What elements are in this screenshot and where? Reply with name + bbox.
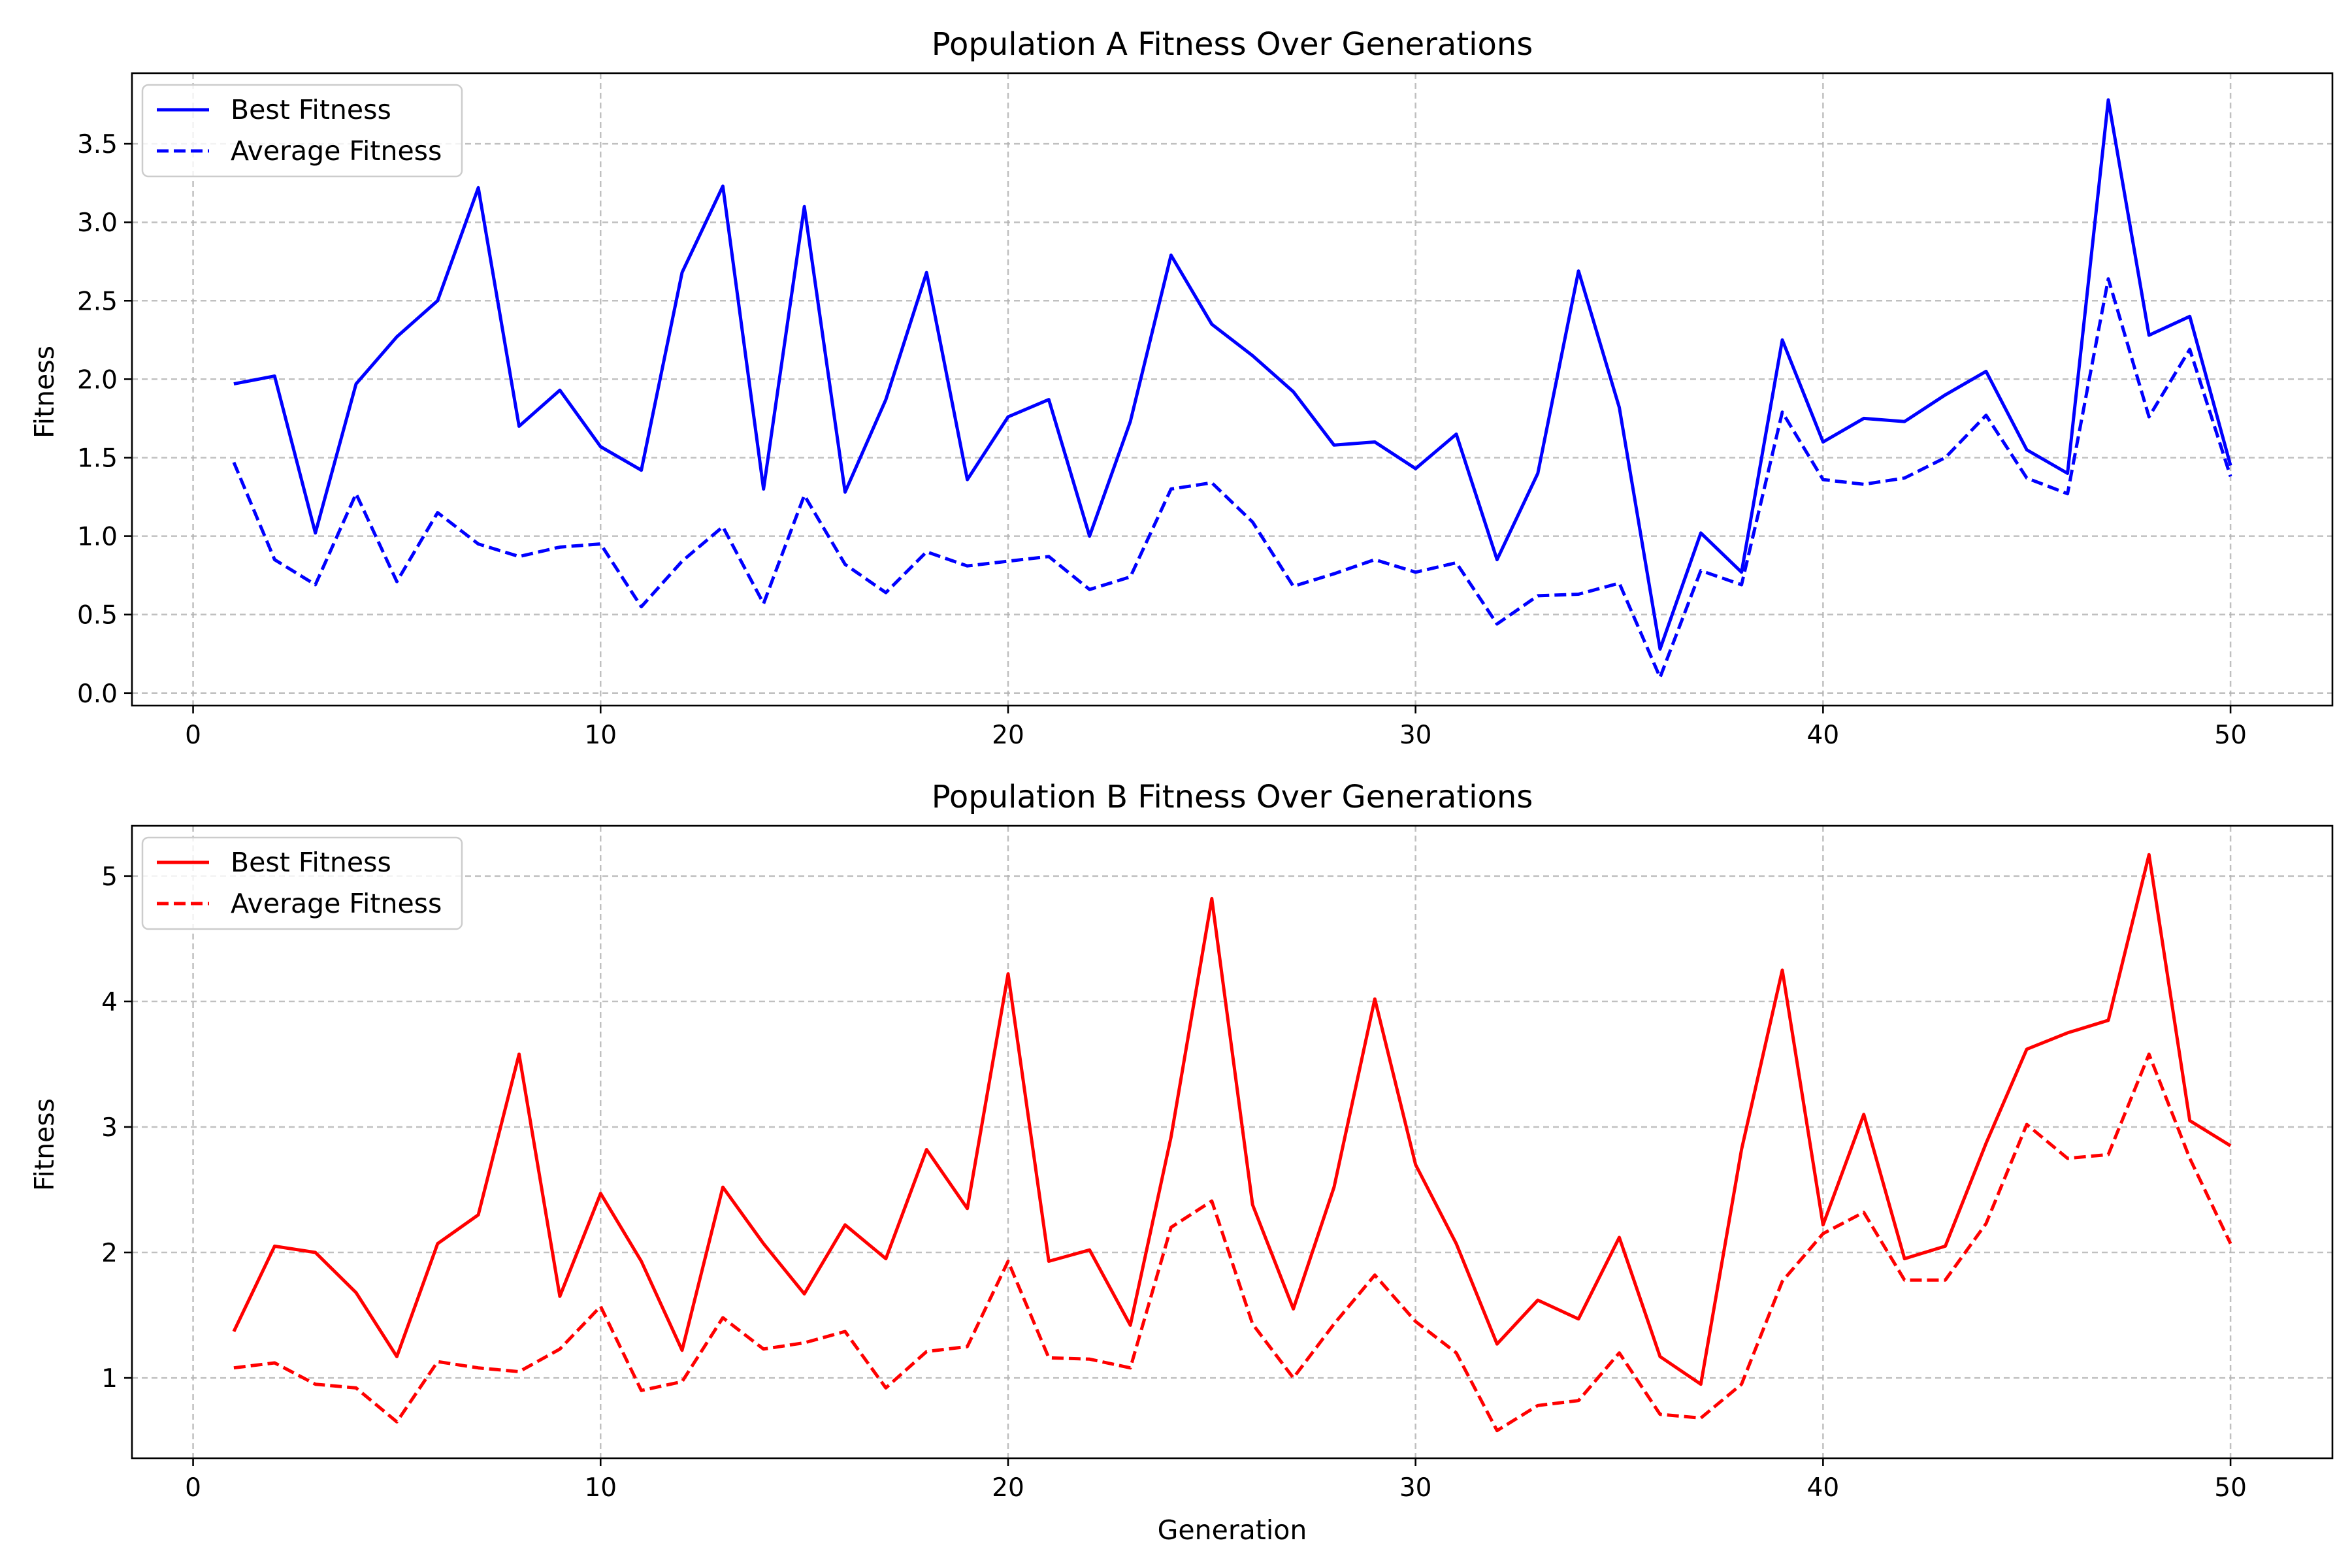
grid-lines — [132, 826, 2332, 1458]
series-line-average — [233, 1053, 2232, 1433]
data-series — [232, 853, 2232, 1433]
x-tick-label: 40 — [1807, 721, 1840, 750]
legend: Best Fitness Average Fitness — [141, 836, 463, 930]
x-tick-label: 30 — [1399, 1473, 1432, 1503]
x-tick-label: 10 — [584, 1473, 617, 1503]
y-tick-label: 2 — [101, 1239, 118, 1268]
x-tick-label: 0 — [185, 721, 201, 750]
y-tick-label: 0.5 — [77, 601, 118, 630]
legend-label-best: Best Fitness — [231, 94, 391, 125]
y-tick-label: 3.0 — [77, 208, 118, 238]
legend-box — [141, 836, 463, 930]
y-tick-label: 2.0 — [77, 365, 118, 395]
x-tick-label: 40 — [1807, 1473, 1840, 1503]
y-tick-label: 2.5 — [77, 287, 118, 316]
chart-title: Population A Fitness Over Generations — [932, 26, 1533, 63]
y-tick-label: 5 — [101, 862, 118, 892]
y-tick-label: 3 — [101, 1113, 118, 1143]
x-tick-label: 20 — [992, 1473, 1024, 1503]
series-line-best — [233, 98, 2232, 651]
x-tick-label: 10 — [584, 721, 617, 750]
y-tick-label: 1.5 — [77, 444, 118, 473]
y-ticks: 1 2 3 4 5 — [101, 862, 132, 1394]
x-axis-label: Generation — [1158, 1514, 1307, 1546]
y-axis-label: Fitness — [29, 346, 60, 438]
y-tick-label: 1.0 — [77, 523, 118, 552]
subplot-population-a: Population A Fitness Over Generations Fi… — [29, 26, 2334, 750]
x-tick-label: 0 — [185, 1473, 201, 1503]
series-line-average — [232, 277, 2232, 679]
series-line-best — [232, 853, 2232, 1386]
legend-label-average: Average Fitness — [231, 888, 442, 919]
x-ticks: 0 10 20 30 40 50 — [185, 706, 2247, 750]
axes-border — [131, 72, 2334, 707]
legend: Best Fitness Average Fitness — [141, 84, 463, 178]
axes-frame — [131, 825, 2334, 1460]
y-tick-label: 0.0 — [77, 679, 118, 709]
y-tick-label: 1 — [101, 1364, 118, 1394]
y-ticks: 0.0 0.5 1.0 1.5 2.0 2.5 3.0 3.5 — [77, 130, 132, 709]
x-tick-label: 30 — [1399, 721, 1432, 750]
y-tick-label: 4 — [101, 988, 118, 1017]
y-tick-label: 3.5 — [77, 130, 118, 159]
data-series — [232, 98, 2232, 679]
y-axis-label: Fitness — [29, 1098, 60, 1191]
legend-label-average: Average Fitness — [231, 135, 442, 167]
x-tick-label: 20 — [992, 721, 1024, 750]
axes-frame — [131, 72, 2334, 707]
chart-title: Population B Fitness Over Generations — [932, 779, 1533, 815]
x-tick-label: 50 — [2214, 1473, 2247, 1503]
subplot-population-b: Population B Fitness Over Generations Fi… — [29, 779, 2334, 1546]
grid-lines — [132, 73, 2332, 706]
axes-border — [131, 825, 2334, 1460]
x-tick-label: 50 — [2214, 721, 2247, 750]
legend-label-best: Best Fitness — [231, 847, 391, 878]
x-ticks: 0 10 20 30 40 50 — [185, 1458, 2247, 1503]
legend-box — [141, 84, 463, 178]
